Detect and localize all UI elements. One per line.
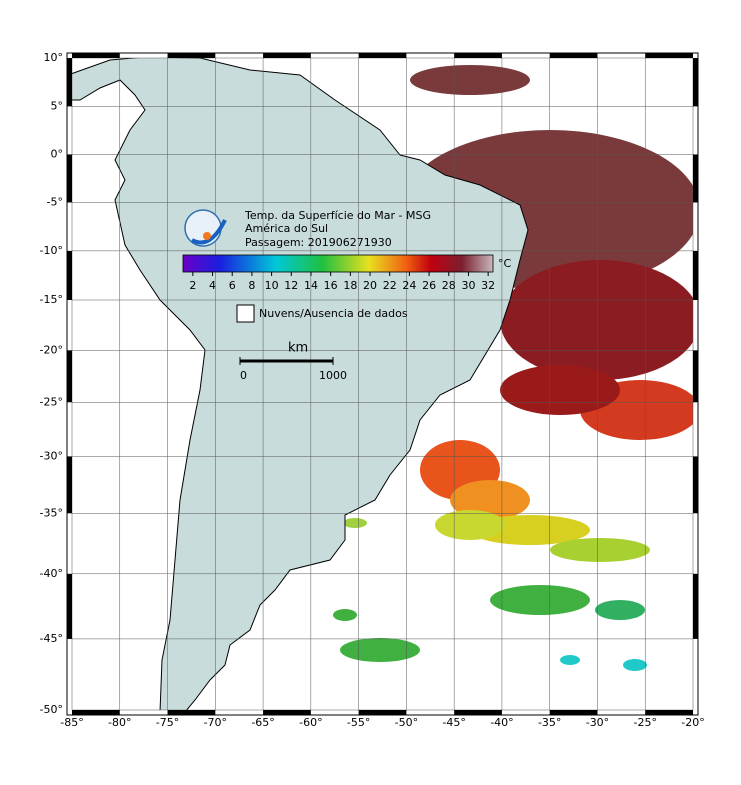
frame-segment: [645, 710, 693, 715]
frame-segment: [358, 53, 407, 58]
lon-tick-label: -80°: [108, 716, 131, 729]
frame-segment: [67, 154, 72, 203]
frame-segment: [693, 456, 698, 514]
lat-tick-label: -40°: [40, 567, 63, 580]
lat-tick-label: -30°: [40, 449, 63, 462]
logo: [184, 209, 227, 247]
map-area: [72, 58, 693, 710]
lat-tick-label: -15°: [40, 293, 63, 306]
colorbar-tick-label: 2: [189, 279, 196, 292]
lon-tick-label: -60°: [299, 716, 322, 729]
colorbar-unit: °C: [498, 257, 512, 270]
colorbar-tick-label: 6: [229, 279, 236, 292]
lat-tick-label: -10°: [40, 244, 63, 257]
frame-segment: [358, 710, 407, 715]
colorbar-tick-label: 32: [481, 279, 495, 292]
frame-segment: [67, 58, 72, 107]
colorbar-tick-label: 8: [248, 279, 255, 292]
lat-tick-label: -50°: [40, 703, 63, 716]
lat-tick-label: -5°: [47, 195, 63, 208]
title-line: Passagem: 201906271930: [245, 236, 392, 249]
frame-segment: [167, 710, 216, 715]
lon-tick-label: -85°: [60, 716, 83, 729]
lat-tick-label: 0°: [51, 147, 64, 160]
lon-tick-label: -30°: [586, 716, 609, 729]
colorbar-tick-label: 12: [284, 279, 298, 292]
lon-tick-label: -65°: [251, 716, 274, 729]
frame-segment: [693, 250, 698, 301]
frame-segment: [263, 710, 311, 715]
lon-tick-label: -50°: [395, 716, 418, 729]
lat-tick-label: -20°: [40, 343, 63, 356]
lon-tick-label: -75°: [156, 716, 179, 729]
lat-tick-label: -35°: [40, 506, 63, 519]
frame-segment: [693, 350, 698, 403]
frame-segment: [167, 53, 216, 58]
frame-segment: [693, 58, 698, 107]
colorbar: [182, 254, 494, 273]
colorbar-tick-label: 20: [363, 279, 377, 292]
lat-tick-label: 5°: [51, 99, 64, 112]
scale-unit: km: [288, 341, 308, 356]
title-line: América do Sul: [245, 222, 328, 235]
colorbar-tick-label: 14: [304, 279, 318, 292]
lon-tick-label: -45°: [442, 716, 465, 729]
lon-tick-label: -35°: [538, 716, 561, 729]
frame-segment: [67, 456, 72, 514]
colorbar-tick-label: 4: [209, 279, 216, 292]
frame-segment: [645, 53, 693, 58]
legend-swatch: [236, 304, 255, 323]
frame-segment: [263, 53, 311, 58]
frame-segment: [67, 250, 72, 301]
scale-tick-label: 0: [240, 369, 247, 382]
frame-segment: [72, 53, 120, 58]
lon-tick-label: -55°: [347, 716, 370, 729]
scale-tick-label: 1000: [319, 369, 347, 382]
lat-tick-label: -25°: [40, 395, 63, 408]
frame-segment: [67, 573, 72, 639]
lon-tick-label: -70°: [204, 716, 227, 729]
lat-tick-label: -45°: [40, 632, 63, 645]
frame-segment: [693, 154, 698, 203]
frame-segment: [454, 710, 502, 715]
colorbar-tick-label: 28: [442, 279, 456, 292]
legend-label: Nuvens/Ausencia de dados: [259, 307, 408, 320]
colorbar-tick-label: 22: [383, 279, 397, 292]
lon-tick-label: -25°: [633, 716, 656, 729]
lat-tick-label: 10°: [44, 51, 64, 64]
frame-segment: [693, 573, 698, 639]
frame-segment: [72, 710, 120, 715]
colorbar-tick-label: 10: [265, 279, 279, 292]
colorbar-tick-label: 26: [422, 279, 436, 292]
colorbar-tick-label: 16: [324, 279, 338, 292]
frame-segment: [549, 53, 598, 58]
frame-segment: [454, 53, 502, 58]
lon-tick-label: -20°: [681, 716, 704, 729]
colorbar-tick-label: 18: [343, 279, 357, 292]
lon-tick-label: -40°: [490, 716, 513, 729]
frame-segment: [549, 710, 598, 715]
colorbar-tick-label: 30: [461, 279, 475, 292]
frame-segment: [67, 350, 72, 403]
colorbar-tick-label: 24: [402, 279, 416, 292]
title-line: Temp. da Superfície do Mar - MSG: [244, 209, 431, 222]
